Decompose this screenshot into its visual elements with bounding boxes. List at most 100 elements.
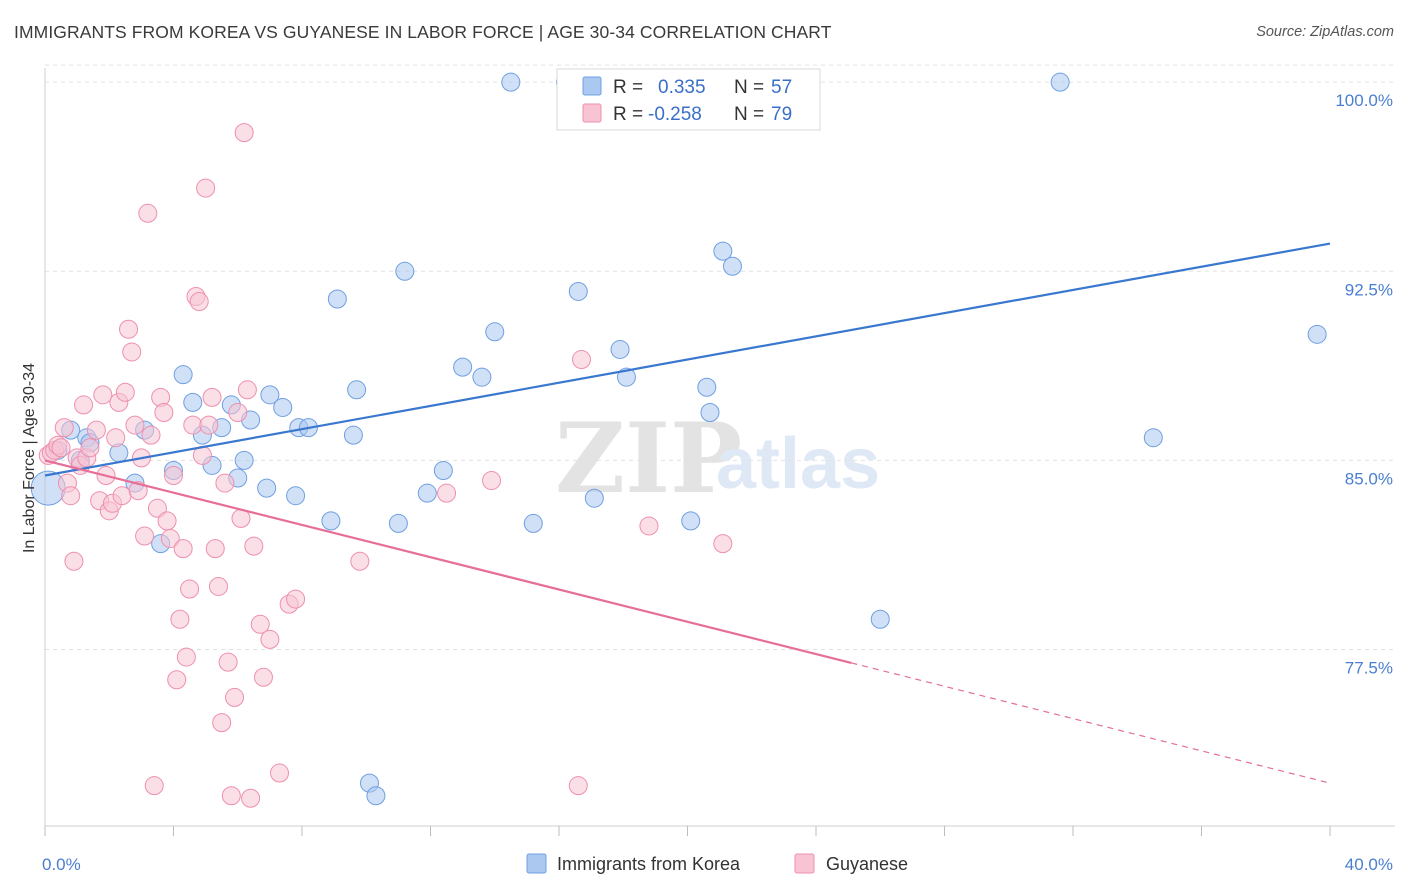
- guyanese-point-71: [437, 483, 457, 503]
- data-points: [30, 72, 1327, 808]
- korea-point-26: [321, 511, 341, 531]
- guyanese-point-74: [571, 350, 591, 370]
- guyanese-point-75: [639, 516, 659, 536]
- guyanese-point-33: [147, 498, 167, 518]
- legend-n-label-guyanese: N =: [734, 104, 764, 125]
- korea-point-11: [173, 365, 193, 385]
- guyanese-point-40: [170, 609, 190, 629]
- series-legend-swatch-korea: [526, 853, 547, 874]
- korea-point-12: [183, 392, 203, 412]
- guyanese-point-55: [218, 652, 238, 672]
- guyanese-trend-extension: [851, 662, 1331, 784]
- correlation-legend: R = 0.335 N = 57 R = -0.258 N = 79: [556, 68, 821, 131]
- guyanese-point-58: [228, 402, 248, 422]
- guyanese-point-27: [128, 481, 148, 501]
- korea-point-43: [584, 488, 604, 508]
- korea-point-49: [700, 402, 720, 422]
- korea-point-53: [870, 609, 890, 629]
- legend-n-value-guyanese: 79: [771, 104, 792, 125]
- korea-point-45: [616, 367, 636, 387]
- guyanese-point-20: [106, 428, 126, 448]
- korea-point-21: [260, 385, 280, 405]
- guyanese-point-64: [250, 614, 270, 634]
- guyanese-point-5: [54, 418, 74, 438]
- korea-point-40: [523, 513, 543, 533]
- guyanese-trend-line: [44, 459, 852, 664]
- guyanese-point-29: [135, 526, 155, 546]
- legend-r-label-guyanese: R =: [613, 104, 643, 125]
- guyanese-point-65: [253, 667, 273, 687]
- guyanese-point-56: [221, 786, 241, 806]
- guyanese-point-48: [196, 178, 216, 198]
- guyanese-point-69: [286, 589, 306, 609]
- legend-r-label-korea: R =: [613, 77, 643, 98]
- guyanese-point-39: [167, 670, 187, 690]
- guyanese-point-72: [482, 471, 502, 491]
- guyanese-point-31: [141, 425, 161, 445]
- guyanese-point-16: [93, 385, 113, 405]
- legend-swatch-guyanese: [582, 103, 602, 123]
- guyanese-point-8: [64, 551, 84, 571]
- guyanese-point-62: [241, 788, 261, 808]
- korea-point-23: [286, 486, 306, 506]
- guyanese-point-51: [205, 539, 225, 559]
- guyanese-point-23: [115, 382, 135, 402]
- korea-point-44: [610, 339, 630, 359]
- guyanese-point-54: [215, 473, 235, 493]
- guyanese-point-36: [157, 511, 177, 531]
- korea-trend-line: [44, 242, 1331, 477]
- korea-point-39: [501, 72, 521, 92]
- guyanese-point-26: [125, 415, 145, 435]
- korea-point-35: [433, 460, 453, 480]
- guyanese-point-35: [154, 402, 174, 422]
- korea-point-48: [697, 377, 717, 397]
- korea-point-31: [366, 786, 386, 806]
- korea-point-37: [472, 367, 492, 387]
- legend-swatch-korea: [582, 76, 602, 96]
- legend-r-value-korea: 0.335: [658, 77, 706, 98]
- guyanese-point-53: [212, 713, 232, 733]
- trend-lines: [44, 242, 1331, 784]
- series-legend: Immigrants from Korea Guyanese: [526, 853, 908, 874]
- series-legend-swatch-guyanese: [794, 853, 815, 874]
- korea-point-36: [453, 357, 473, 377]
- legend-n-label-korea: N =: [734, 77, 764, 98]
- korea-point-32: [388, 513, 408, 533]
- korea-point-28: [343, 425, 363, 445]
- korea-point-33: [395, 261, 415, 281]
- guyanese-point-61: [237, 380, 257, 400]
- guyanese-point-70: [350, 551, 370, 571]
- guyanese-point-37: [160, 529, 180, 549]
- korea-point-29: [347, 380, 367, 400]
- korea-point-56: [1307, 324, 1327, 344]
- series-legend-korea: Immigrants from Korea: [557, 854, 741, 874]
- korea-point-42: [568, 281, 588, 301]
- guyanese-point-24: [119, 319, 139, 339]
- korea-point-18: [234, 450, 254, 470]
- y-tick-label-0: 77.5%: [1345, 658, 1393, 677]
- y-tick-label-2: 92.5%: [1345, 280, 1393, 299]
- guyanese-point-52: [208, 576, 228, 596]
- guyanese-point-73: [568, 776, 588, 796]
- series-legend-guyanese: Guyanese: [826, 854, 908, 874]
- guyanese-point-7: [61, 486, 81, 506]
- korea-point-20: [257, 478, 277, 498]
- guyanese-point-4: [51, 438, 71, 458]
- guyanese-point-76: [713, 534, 733, 554]
- watermark-atlas: atlas: [716, 424, 880, 504]
- guyanese-point-50: [202, 387, 222, 407]
- korea-point-27: [327, 289, 347, 309]
- guyanese-point-30: [138, 203, 158, 223]
- korea-point-50: [713, 241, 733, 261]
- korea-point-38: [485, 322, 505, 342]
- korea-point-54: [1050, 72, 1070, 92]
- x-tick-label-1: 40.0%: [1345, 855, 1393, 874]
- korea-point-34: [417, 483, 437, 503]
- guyanese-point-14: [86, 420, 106, 440]
- y-tick-label-3: 100.0%: [1335, 91, 1393, 110]
- y-axis-label: In Labor Force | Age 30-34: [21, 363, 38, 553]
- legend-r-value-guyanese: -0.258: [648, 104, 702, 125]
- guyanese-point-67: [270, 763, 290, 783]
- source-label: Source: ZipAtlas.com: [1256, 24, 1394, 40]
